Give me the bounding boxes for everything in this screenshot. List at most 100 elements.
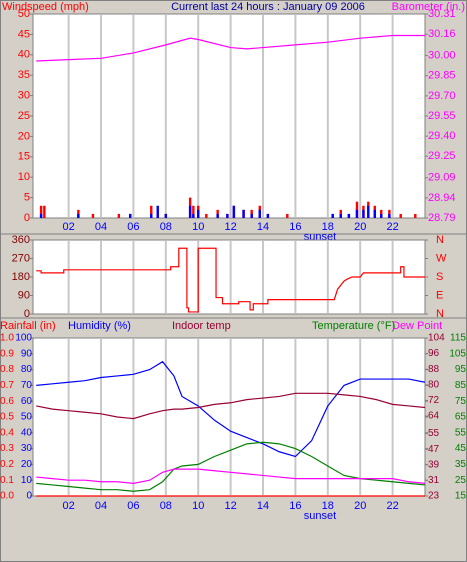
y-tick-label: 0.5: [0, 412, 14, 423]
y-tick-label: 90: [21, 348, 33, 359]
y-tick-label: 0: [26, 491, 32, 502]
wind-bar: [164, 213, 168, 218]
y-tick-label: 70: [21, 380, 33, 391]
y-tick-label: 0: [24, 308, 30, 320]
y-tick-label: N: [436, 308, 444, 320]
y-tick-label: 35: [455, 459, 467, 470]
y-tick-label: 10: [21, 475, 33, 486]
wind-bar: [373, 209, 376, 218]
x-tick-label: 14: [257, 500, 269, 512]
y-tick-label: 80: [21, 364, 33, 375]
x-tick-label: 16: [289, 500, 301, 512]
wind-bar: [192, 213, 195, 218]
y-tick-label: 20: [21, 459, 33, 470]
y-tick-label: 95: [455, 364, 467, 375]
wind-bar: [388, 213, 391, 218]
y-tick-label: 75: [455, 396, 467, 407]
y-tick-label: 45: [18, 28, 30, 40]
y-tick-label: 15: [455, 491, 467, 502]
y-tick-label: 30.31: [428, 8, 456, 20]
y-tick-label: 0.2: [0, 459, 14, 470]
y-tick-label: S: [436, 271, 443, 283]
x-tick-label: 20: [354, 500, 366, 512]
y-tick-label: 47: [428, 444, 440, 455]
y-tick-label: W: [436, 252, 447, 264]
y-tick-label: 10: [18, 171, 30, 183]
wind-bar: [77, 213, 80, 218]
y-tick-label: 29.09: [428, 172, 456, 184]
y-tick-label: 50: [18, 8, 30, 20]
series-line: [36, 34, 425, 62]
wind-bar: [399, 213, 402, 218]
y-tick-label: E: [436, 289, 443, 301]
x-tick-label: 04: [95, 500, 107, 512]
y-tick-label: 39: [428, 459, 440, 470]
series-line: [36, 360, 426, 458]
y-tick-label: 23: [428, 491, 440, 502]
x-tick-label: 12: [224, 221, 236, 233]
y-tick-label: 105: [449, 348, 466, 359]
y-tick-label: 25: [18, 110, 30, 122]
wind-bar: [188, 205, 192, 218]
annotation: sunset: [304, 510, 336, 522]
y-tick-label: 55: [455, 427, 467, 438]
wind-bar: [43, 205, 46, 218]
plot-area: [32, 13, 426, 219]
wind-bar: [156, 205, 159, 218]
y-tick-label: 1.0: [0, 333, 14, 344]
x-tick-label: 16: [289, 221, 301, 233]
y-tick-label: 40: [18, 49, 30, 61]
legend-label: Temperature (°F): [312, 320, 395, 332]
legend-label: Windspeed (mph): [2, 1, 89, 13]
wind-bar: [362, 209, 365, 218]
y-tick-label: 104: [428, 333, 445, 344]
x-tick-label: 22: [386, 221, 398, 233]
legend-label: Dew Point: [392, 320, 442, 332]
y-tick-label: 29.55: [428, 110, 456, 122]
y-tick-label: 100: [15, 333, 32, 344]
wind-bar: [258, 209, 261, 218]
y-tick-label: 40: [21, 427, 33, 438]
wind-bar: [331, 213, 334, 218]
x-tick-label: 06: [127, 221, 139, 233]
wind-bar: [91, 213, 95, 218]
x-tick-label: 18: [322, 221, 334, 233]
x-tick-label: 02: [63, 500, 75, 512]
y-tick-label: 25: [455, 475, 467, 486]
y-tick-label: 29.40: [428, 130, 456, 142]
y-tick-label: 29.25: [428, 150, 456, 162]
y-tick-label: 88: [428, 364, 440, 375]
wind-bar: [150, 213, 153, 218]
wind-bar: [226, 213, 229, 218]
wind-bar: [355, 209, 359, 218]
y-tick-label: 0.9: [0, 348, 14, 359]
plot-area: [32, 239, 426, 315]
wind-bar: [339, 213, 342, 218]
y-tick-label: 15: [18, 151, 30, 163]
legend-label: Humidity (%): [68, 320, 131, 332]
legend-label: Barometer (in.): [392, 1, 465, 13]
series-line: [36, 247, 425, 313]
y-tick-label: N: [436, 234, 444, 246]
y-tick-label: 0: [24, 212, 30, 224]
wind-bar: [380, 213, 383, 218]
y-tick-label: 29.85: [428, 70, 456, 82]
x-tick-label: 12: [224, 500, 236, 512]
series-line: [36, 468, 426, 484]
wind-bar: [128, 213, 132, 218]
x-tick-label: 20: [354, 221, 366, 233]
y-tick-label: 30.00: [428, 50, 456, 62]
y-tick-label: 72: [428, 395, 440, 406]
y-tick-label: 0.6: [0, 396, 14, 407]
y-tick-label: 50: [21, 412, 33, 423]
y-tick-label: 80: [428, 379, 440, 390]
series-line: [36, 392, 426, 420]
y-tick-label: 65: [455, 412, 467, 423]
legend-label: Rainfall (in): [0, 320, 56, 332]
y-tick-label: 0.3: [0, 443, 14, 454]
y-tick-label: 5: [24, 192, 30, 204]
wind-bar: [39, 213, 43, 218]
wind-bar: [39, 205, 43, 218]
y-tick-label: 64: [428, 411, 440, 422]
y-tick-label: 270: [12, 252, 30, 264]
